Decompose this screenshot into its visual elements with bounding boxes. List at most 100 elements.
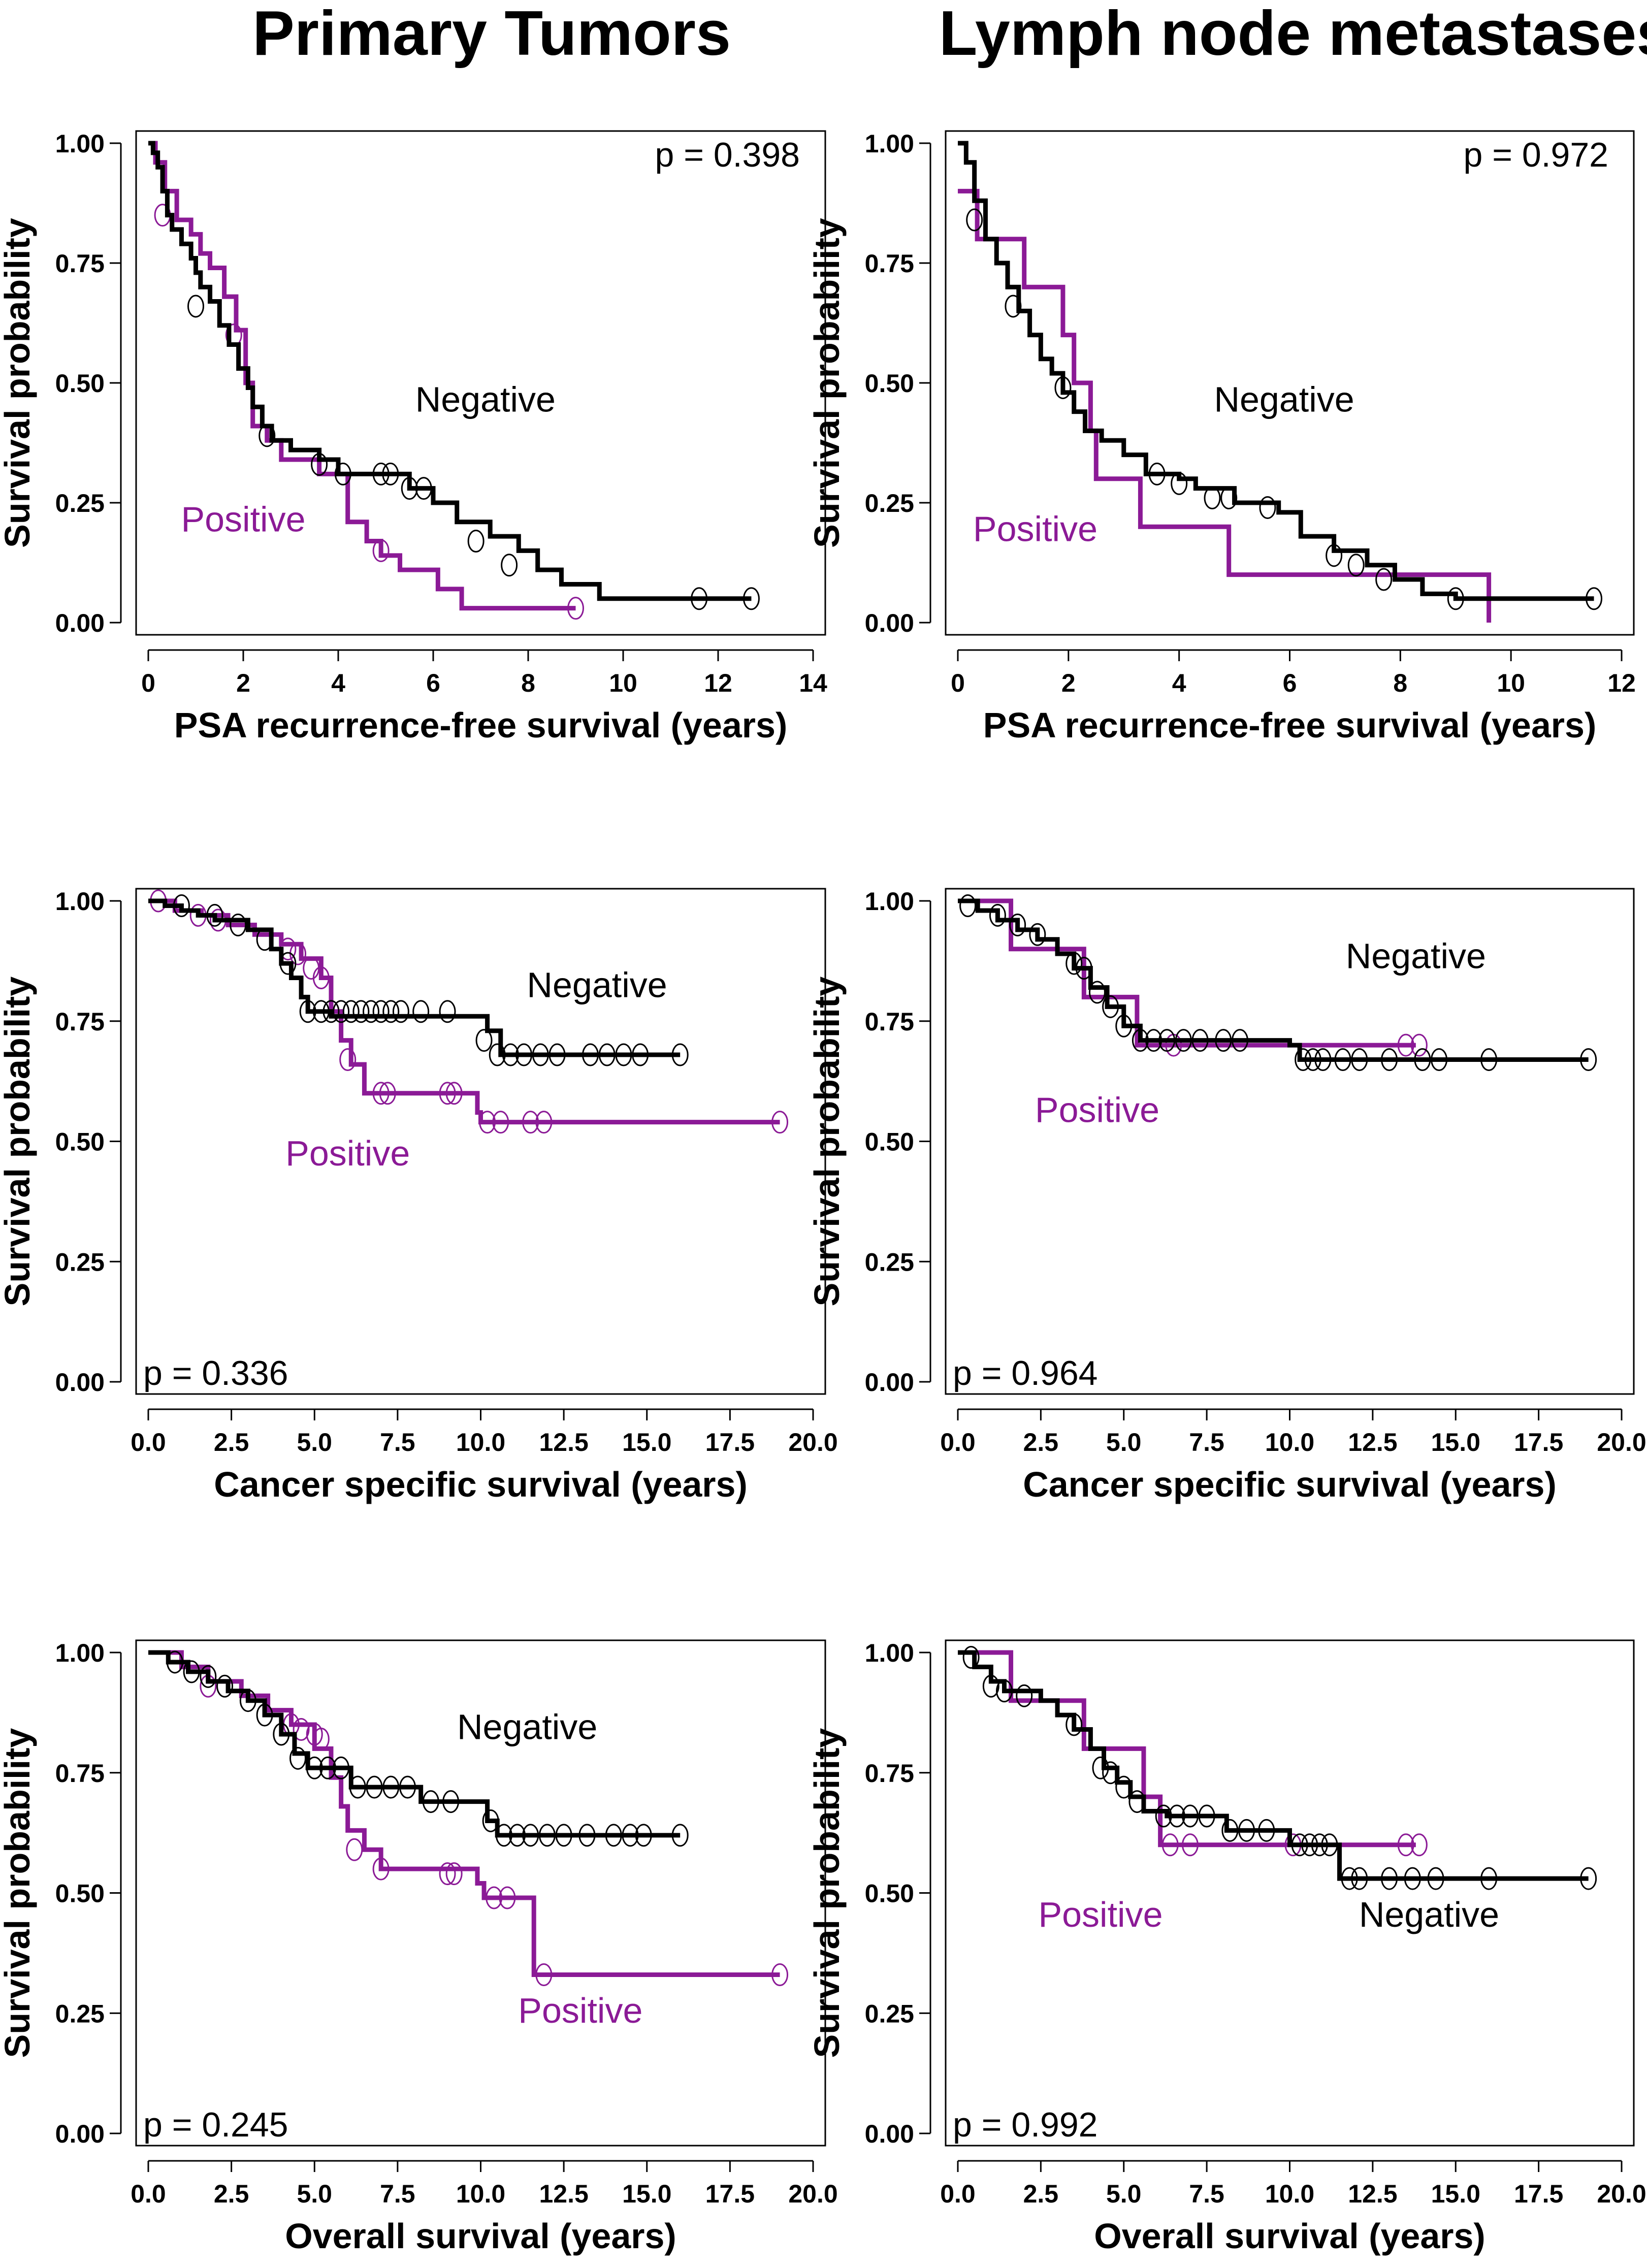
censor-mark-negative: [299, 1000, 316, 1023]
censor-mark-positive: [439, 1082, 456, 1105]
censor-mark-negative: [1221, 1819, 1239, 1842]
x-tick-label: 10: [1497, 669, 1525, 697]
y-tick-label: 0.00: [55, 1368, 105, 1397]
series-negative: Negative: [148, 894, 689, 1066]
y-tick-label: 0.25: [55, 489, 105, 517]
x-tick-label: 0.0: [131, 2180, 166, 2208]
y-tick-label: 1.00: [55, 129, 105, 158]
y-axis-label: Survival probability: [807, 1728, 847, 2058]
x-tick-label: 15.0: [622, 1428, 671, 1456]
censor-mark-negative: [1102, 1761, 1119, 1785]
censor-mark-negative: [1375, 568, 1393, 591]
censor-mark-negative: [1029, 923, 1046, 946]
censor-mark-negative: [995, 1679, 1013, 1703]
series-positive: Positive: [958, 1650, 1428, 1934]
series-positive: Positive: [958, 188, 1492, 623]
censor-mark-positive: [1410, 1833, 1428, 1857]
y-tick-label: 0.75: [865, 1759, 914, 1788]
censor-mark-negative: [515, 1043, 533, 1066]
x-tick-label: 0.0: [940, 1428, 976, 1456]
censor-mark-negative: [1132, 1029, 1149, 1052]
censor-mark-positive: [486, 1886, 503, 1909]
x-tick-label: 8: [1393, 669, 1407, 697]
censor-mark-negative: [1102, 995, 1119, 1018]
p-value: p = 0.992: [953, 2105, 1097, 2144]
series-negative: Negative: [958, 1645, 1597, 1934]
y-tick-label: 0.25: [865, 1999, 914, 2028]
censor-mark-positive: [1397, 1833, 1414, 1857]
censor-mark-negative: [501, 554, 518, 577]
censor-mark-positive: [293, 1718, 310, 1741]
censor-mark-negative: [1295, 1048, 1312, 1072]
x-axis-label: Overall survival (years): [285, 2216, 676, 2256]
y-tick-label: 0.75: [55, 1008, 105, 1036]
censor-mark-negative: [1404, 1867, 1421, 1890]
x-tick-label: 0.0: [940, 2180, 976, 2208]
x-axis: 0.0 2.5 5.0 7.5 10.0 12.5 15.0 17.5 20.0: [940, 1408, 1646, 1456]
x-tick-label: 12: [704, 669, 732, 697]
censor-mark-negative: [1198, 1804, 1215, 1828]
y-tick-label: 0.75: [865, 249, 914, 278]
censor-mark-negative: [1431, 1048, 1448, 1072]
km-curve-negative: [958, 898, 1589, 1062]
chart-panel-6: 0.0 2.5 5.0 7.5 10.0 12.5 15.0 17.5 20.0 Overall …: [807, 1639, 1646, 2256]
x-tick-label: 12.5: [539, 1428, 588, 1456]
censor-mark-negative: [502, 1043, 519, 1066]
x-tick-label: 17.5: [705, 2180, 755, 2208]
censor-mark-negative: [467, 530, 485, 553]
series-negative: Negative: [958, 894, 1597, 1072]
column-title-primary-tumors: Primary Tumors: [252, 0, 731, 69]
censor-mark-negative: [256, 928, 273, 951]
x-tick-label: 5.0: [1106, 2180, 1142, 2208]
y-tick-label: 0.00: [55, 609, 105, 637]
censor-mark-negative: [1128, 1790, 1146, 1813]
x-tick-label: 8: [521, 669, 535, 697]
y-axis-label: Survival probability: [0, 1728, 37, 2058]
x-tick-label: 12.5: [1348, 2180, 1397, 2208]
y-axis: 0.00 0.25 0.50 0.75 1.00: [865, 1639, 931, 2148]
censor-mark-negative: [1259, 496, 1276, 519]
censor-mark-negative: [1311, 1833, 1328, 1857]
x-axis-label: PSA recurrence-free survival (years): [174, 705, 788, 745]
censor-mark-negative: [1447, 587, 1464, 610]
censor-mark-negative: [605, 1824, 622, 1847]
censor-mark-negative: [671, 1043, 689, 1066]
censor-mark-negative: [1258, 1819, 1275, 1842]
chart-panels: 0 2 4 6 8 10 12 14 PSA recurrence-free survival …: [0, 129, 1646, 2256]
censor-mark-negative: [1314, 1048, 1332, 1072]
x-tick-label: 6: [1283, 669, 1297, 697]
censor-mark-positive: [771, 1963, 789, 1986]
censor-mark-negative: [183, 1660, 200, 1683]
censor-mark-negative: [342, 1000, 360, 1023]
censor-mark-negative: [382, 462, 399, 485]
censor-mark-negative: [1065, 1713, 1083, 1736]
censor-mark-negative: [966, 208, 983, 232]
censor-mark-positive: [339, 1048, 357, 1072]
x-tick-label: 17.5: [1514, 2180, 1563, 2208]
y-axis: 0.00 0.25 0.50 0.75 1.00: [55, 1639, 122, 2148]
censor-mark-positive: [1181, 1833, 1199, 1857]
censor-mark-negative: [548, 1043, 566, 1066]
censor-mark-negative: [187, 295, 204, 318]
x-tick-label: 5.0: [1106, 1428, 1142, 1456]
censor-mark-negative: [289, 1746, 307, 1770]
censor-mark-negative: [1586, 587, 1603, 610]
censor-mark-negative: [582, 1043, 599, 1066]
x-tick-label: 12.5: [1348, 1428, 1397, 1456]
censor-mark-positive: [479, 1111, 496, 1134]
censor-mark-negative: [1005, 295, 1022, 318]
censor-mark-negative: [256, 1703, 273, 1727]
censor-mark-negative: [1155, 1804, 1172, 1828]
censor-mark-negative: [439, 1000, 456, 1023]
km-curve-negative: [148, 898, 681, 1057]
y-tick-label: 0.00: [865, 2120, 914, 2148]
censor-mark-negative: [538, 1824, 556, 1847]
km-curve-positive: [148, 1650, 780, 1977]
p-value: p = 0.964: [953, 1354, 1097, 1392]
series-positive: Positive: [148, 1650, 789, 2030]
x-tick-label: 20.0: [1597, 2180, 1646, 2208]
y-axis-label: Survival probability: [807, 218, 847, 548]
censor-mark-negative: [1414, 1048, 1431, 1072]
series-positive: Positive: [958, 898, 1428, 1130]
censor-mark-negative: [334, 462, 351, 485]
